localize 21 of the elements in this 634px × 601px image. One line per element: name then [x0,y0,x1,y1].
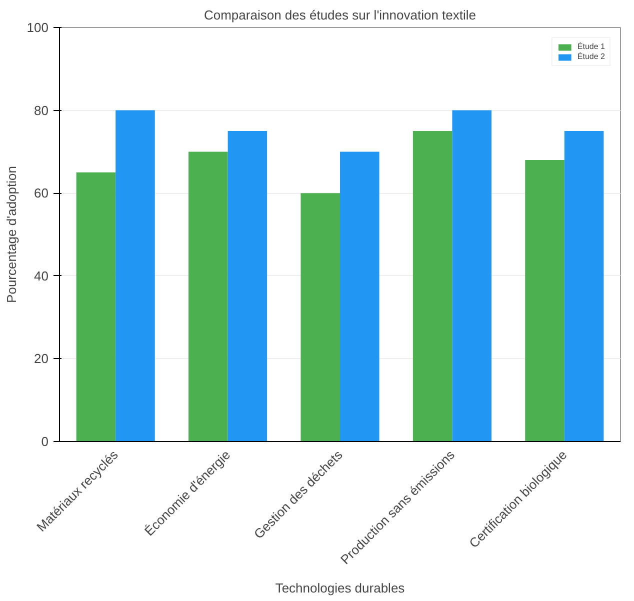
y-tick-label: 40 [34,268,49,284]
x-axis-title: Technologies durables [275,580,406,596]
legend-label: Étude 1 [577,42,605,51]
bar [452,110,492,442]
bar [300,193,340,442]
bar [76,172,116,442]
bar [116,110,155,442]
y-tick-label: 0 [41,434,49,449]
bar [228,131,268,442]
y-tick-label: 80 [34,102,49,118]
y-tick-label: 100 [26,20,49,35]
bar [525,160,564,442]
y-tick-label: 60 [34,186,49,201]
bar [188,152,228,442]
bar [340,152,380,442]
bar [412,131,452,442]
y-axis-title: Pourcentage d'adoption [4,166,19,303]
bar [564,131,604,442]
chart-title: Comparaison des études sur l'innovation textile [204,8,476,22]
legend-label: Étude 2 [577,52,605,61]
y-tick-label: 20 [34,351,49,366]
